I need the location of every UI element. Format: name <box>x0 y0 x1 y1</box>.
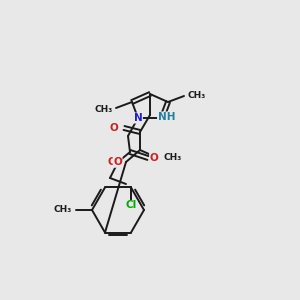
Text: CH₃: CH₃ <box>95 104 113 113</box>
Text: N: N <box>134 113 142 123</box>
Text: Cl: Cl <box>125 200 136 211</box>
Text: O: O <box>113 157 122 167</box>
Text: CH₃: CH₃ <box>163 154 181 163</box>
Text: CH₃: CH₃ <box>187 91 205 100</box>
Text: NH: NH <box>158 112 175 122</box>
Text: CH₃: CH₃ <box>54 206 72 214</box>
Text: N: N <box>158 113 166 123</box>
Text: O: O <box>109 123 118 133</box>
Text: O: O <box>107 157 116 167</box>
Text: O: O <box>150 153 158 163</box>
